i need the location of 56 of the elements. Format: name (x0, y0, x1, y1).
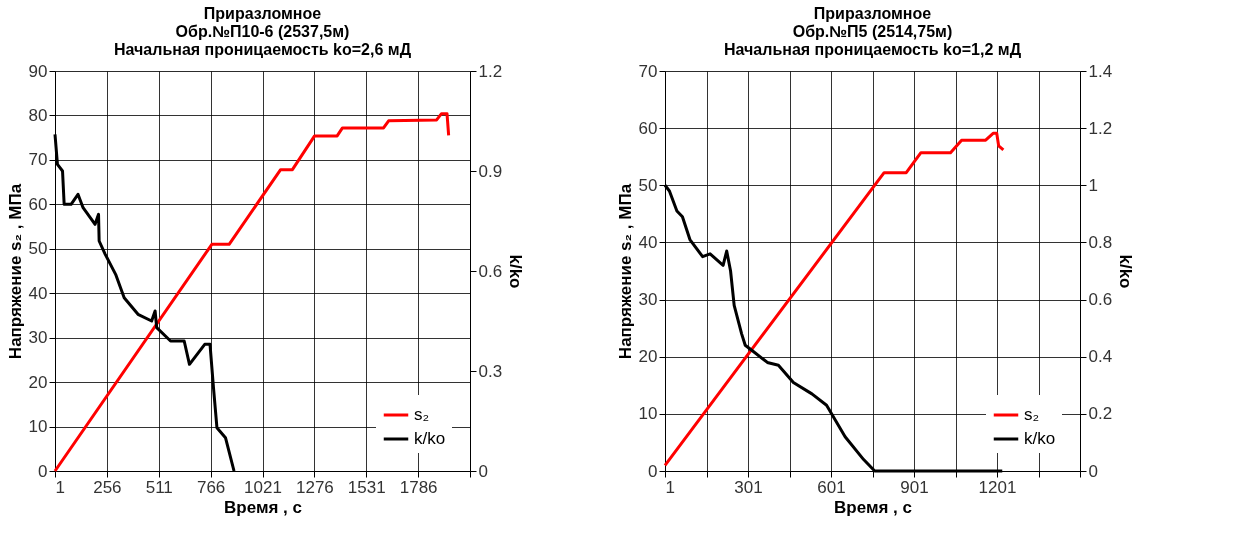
y-tick-label: 10 (638, 404, 658, 424)
y2-tick-label: 0.6 (1088, 290, 1113, 310)
x-tick-label: 1531 (347, 477, 386, 497)
y2-tick-label: 0.9 (478, 161, 503, 181)
y-axis-title: Напряжение s₂ , МПа (615, 183, 635, 360)
y2-tick-label: 0.2 (1088, 404, 1113, 424)
legend-label: k/ko (414, 429, 446, 448)
legend-label: s₂ (1024, 405, 1040, 424)
y2-tick-label: 1 (1088, 175, 1098, 195)
y2-tick-label: 0.3 (478, 361, 503, 381)
y-tick-label: 90 (28, 61, 48, 81)
y2-tick-label: 0.4 (1088, 347, 1113, 367)
x-tick-label: 1021 (244, 477, 282, 497)
y2-axis-title: k/ko (506, 254, 526, 289)
y2-tick-label: 0.6 (478, 261, 503, 281)
y-tick-label: 40 (638, 232, 658, 252)
x-tick-label: 1786 (399, 477, 438, 497)
chart-title: Приразломное Обр.№П5 (2514,75м) Начальная проницаемость ko=1,2 мД (723, 5, 1022, 58)
legend-label: k/ko (1024, 429, 1056, 448)
x-tick-label: 1 (55, 477, 65, 497)
y-tick-label: 20 (638, 347, 658, 367)
x-tick-label: 511 (145, 477, 173, 497)
y-tick-label: 60 (28, 194, 48, 214)
chart-title: Приразломное Обр.№П10-6 (2537,5м) Начальная проницаемость ko=2,6 мД (113, 5, 412, 58)
y-tick-label: 70 (638, 61, 658, 81)
y-tick-label: 50 (638, 175, 658, 195)
y-tick-label: 60 (638, 118, 658, 138)
y2-tick-label: 1.4 (1088, 61, 1113, 81)
x-tick-label: 1276 (295, 477, 334, 497)
legend-label: s₂ (414, 405, 430, 424)
x-axis-title: Время , с (223, 497, 303, 517)
x-tick-label: 1 (665, 477, 675, 497)
x-tick-label: 301 (734, 477, 763, 497)
y-tick-label: 20 (28, 372, 48, 392)
y-tick-label: 40 (28, 283, 48, 303)
y2-tick-label: 0 (478, 461, 488, 481)
y2-tick-label: 1.2 (478, 61, 503, 81)
x-tick-label: 1201 (978, 477, 1017, 497)
y-tick-label: 70 (28, 150, 48, 170)
y-tick-label: 30 (28, 328, 48, 348)
y-axis-title: Напряжение s₂ , МПа (5, 183, 25, 360)
x-tick-label: 601 (817, 477, 846, 497)
y2-tick-label: 1.2 (1088, 118, 1113, 138)
y2-axis-title: k/ko (1116, 254, 1136, 289)
y-tick-label: 50 (28, 239, 48, 259)
y2-tick-label: 0.8 (1088, 232, 1113, 252)
y-tick-label: 30 (638, 290, 658, 310)
y-tick-label: 0 (38, 461, 48, 481)
y2-tick-label: 0 (1088, 461, 1098, 481)
x-axis-title: Время , с (833, 497, 913, 517)
y-tick-label: 80 (28, 105, 48, 125)
y-tick-label: 0 (648, 461, 658, 481)
x-tick-label: 256 (93, 477, 122, 497)
x-tick-label: 766 (196, 477, 226, 497)
y-tick-label: 10 (28, 417, 48, 437)
x-tick-label: 901 (900, 477, 929, 497)
